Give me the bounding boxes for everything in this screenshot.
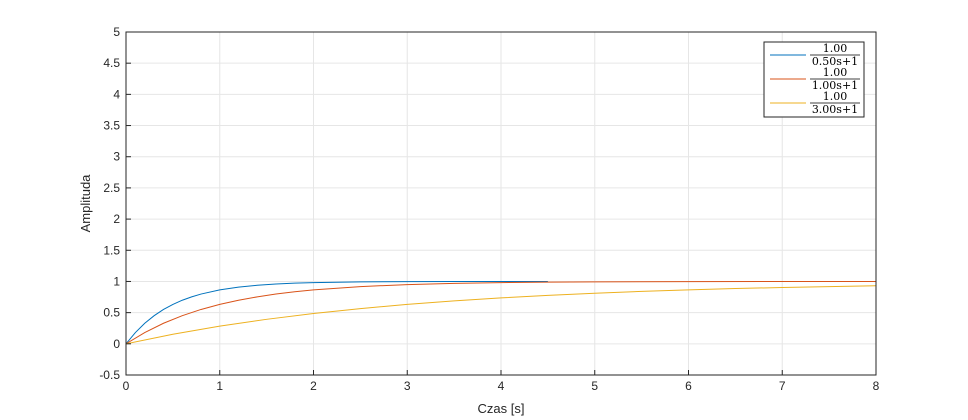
legend-numerator-3: 1.00: [823, 90, 848, 103]
y-tick-label: 3.5: [103, 119, 120, 133]
x-tick-label: 3: [404, 379, 411, 393]
legend-denominator-1: 0.50s+1: [812, 55, 858, 68]
y-tick-label: -0.5: [99, 368, 120, 382]
legend-numerator-2: 1.00: [823, 66, 848, 79]
y-tick-label: 0.5: [103, 306, 120, 320]
y-tick-labels: -0.5 0 0.5 1 1.5 2 2.5 3 3.5 4 4.5 5: [99, 25, 120, 382]
y-tick-label: 0: [113, 337, 120, 351]
x-axis-label: Czas [s]: [478, 401, 525, 416]
y-tick-label: 1: [113, 274, 120, 288]
y-tick-label: 3: [113, 150, 120, 164]
x-tick-label: 5: [591, 379, 598, 393]
series-line-3: [125, 285, 877, 345]
x-tick-labels: 0 1 2 3 4 5 6 7 8: [123, 379, 880, 393]
x-tick-label: 7: [779, 379, 786, 393]
y-tick-label: 2: [113, 212, 120, 226]
x-tick-label: 1: [216, 379, 223, 393]
x-tick-label: 0: [123, 379, 130, 393]
y-tick-label: 1.5: [103, 243, 120, 257]
y-tick-label: 4.5: [103, 56, 120, 70]
x-tick-label: 4: [498, 379, 505, 393]
x-tick-label: 6: [685, 379, 692, 393]
legend: 1.000.50s+11.001.00s+11.003.00s+1: [763, 41, 865, 118]
y-tick-label: 2.5: [103, 181, 120, 195]
y-axis-label: Amplituda: [78, 174, 93, 233]
x-tick-label: 8: [873, 379, 880, 393]
y-tick-label: 5: [113, 25, 120, 39]
legend-numerator-1: 1.00: [823, 42, 848, 55]
series-line-1: [125, 280, 548, 345]
legend-denominator-2: 1.00s+1: [812, 79, 858, 92]
x-tick-label: 2: [310, 379, 317, 393]
series-line-2: [125, 280, 877, 345]
legend-denominator-3: 3.00s+1: [812, 103, 858, 116]
ticks: [125, 31, 877, 376]
series-lines: [125, 280, 877, 345]
y-tick-label: 4: [113, 87, 120, 101]
